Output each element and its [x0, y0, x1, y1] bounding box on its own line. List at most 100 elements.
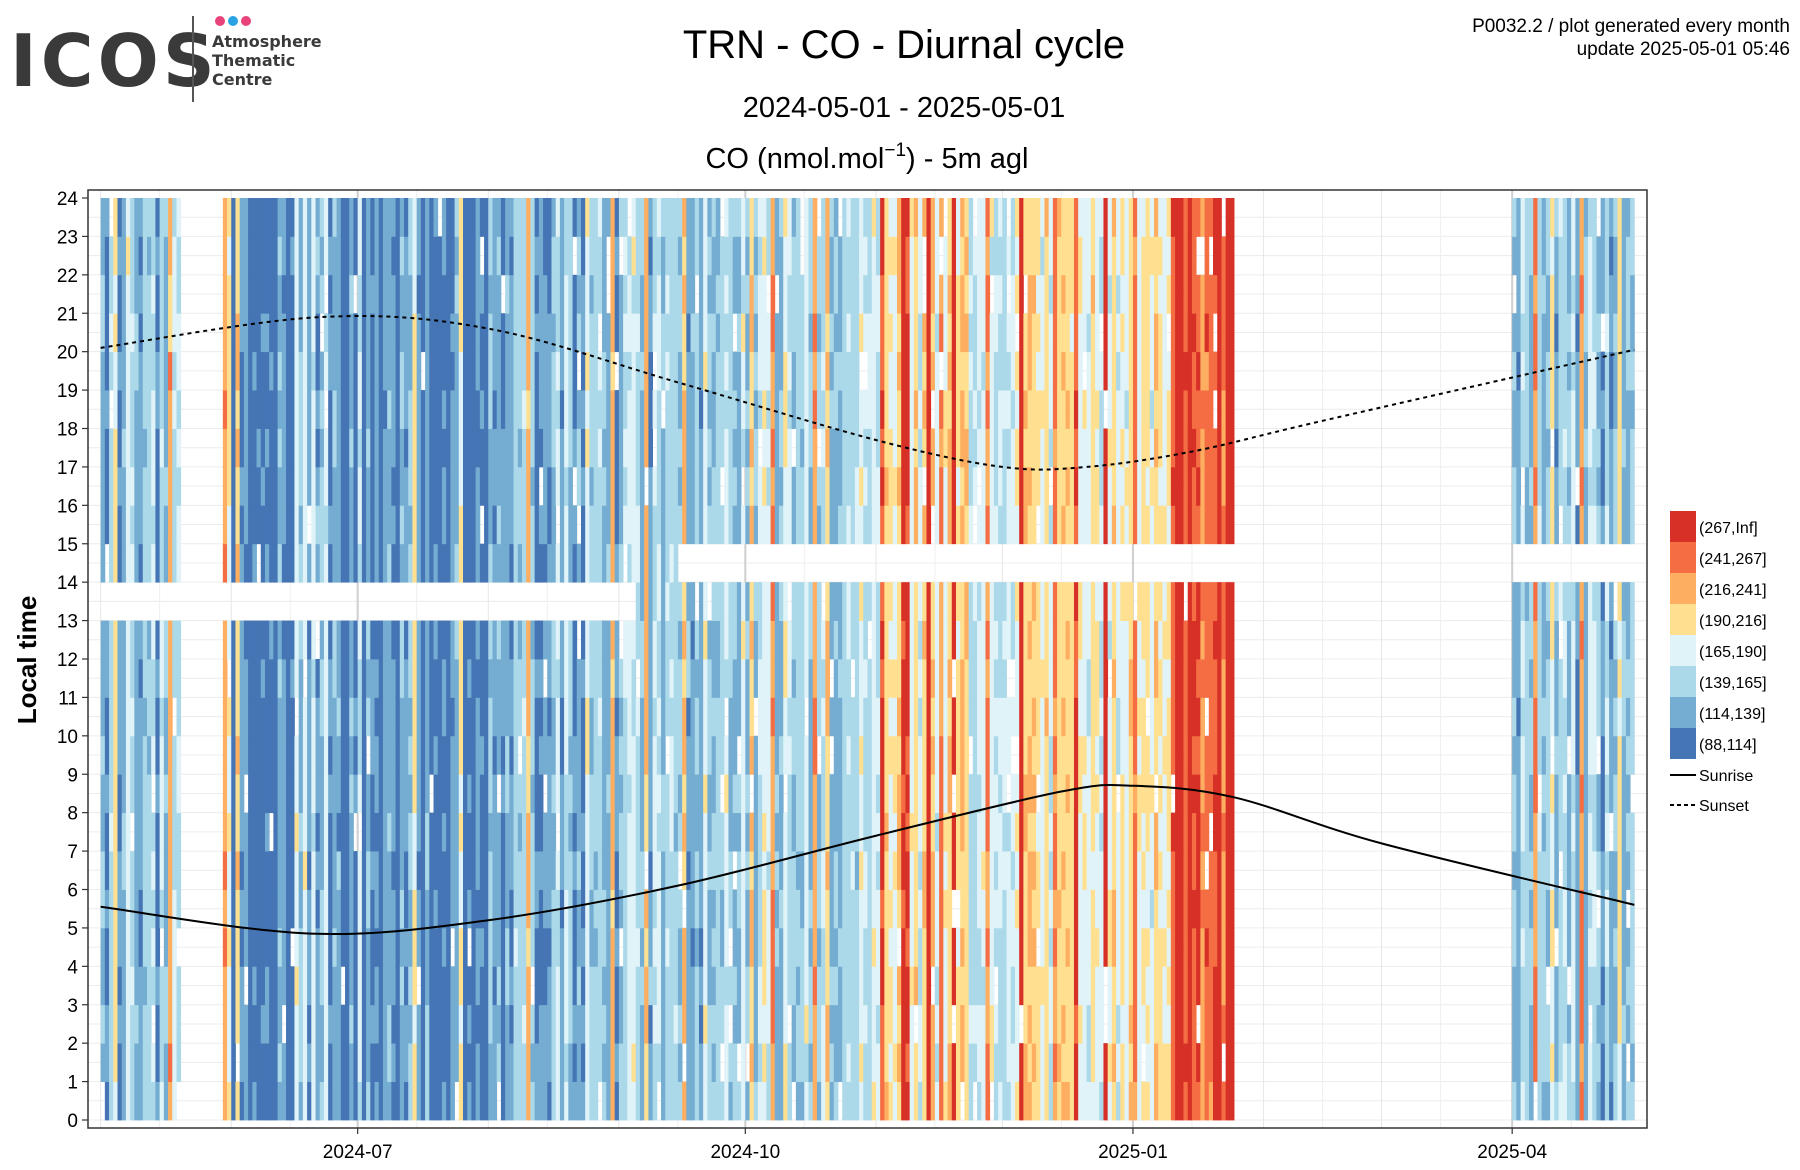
heatmap-cell — [555, 927, 561, 967]
heatmap-cell — [981, 966, 986, 1006]
heatmap-cell — [264, 812, 270, 852]
heatmap-cell — [665, 274, 670, 314]
heatmap-cell — [774, 889, 780, 929]
heatmap-cell — [884, 428, 889, 468]
heatmap-cell — [138, 851, 144, 890]
heatmap-cell — [580, 620, 586, 660]
heatmap-cell — [361, 351, 367, 391]
heatmap-cell — [302, 966, 308, 1006]
heatmap-cell — [534, 351, 540, 391]
heatmap-cell — [281, 966, 287, 1006]
heatmap-cell — [985, 198, 991, 237]
heatmap-cell — [998, 966, 1003, 1006]
heatmap-cell — [715, 966, 721, 1006]
heatmap-cell — [677, 236, 683, 276]
heatmap-cell — [661, 927, 666, 967]
heatmap-cell — [985, 505, 991, 545]
heatmap-cell — [779, 927, 784, 967]
heatmap-cell — [125, 1004, 131, 1044]
heatmap-cell — [913, 236, 919, 276]
heatmap-cell — [602, 313, 607, 353]
heatmap-cell — [939, 735, 944, 775]
heatmap-cell — [757, 390, 763, 429]
heatmap-cell — [142, 927, 148, 967]
heatmap-cell — [357, 466, 363, 506]
heatmap-cell — [239, 966, 245, 1006]
heatmap-cell — [277, 505, 283, 545]
heatmap-cell — [130, 659, 135, 698]
heatmap-cell — [568, 313, 573, 353]
heatmap-cell — [269, 851, 274, 890]
heatmap-cell — [926, 505, 932, 545]
heatmap-cell — [753, 1004, 759, 1044]
heatmap-cell — [711, 390, 717, 429]
heatmap-cell — [441, 1043, 447, 1082]
heatmap-cell — [366, 313, 371, 353]
heatmap-cell — [888, 620, 894, 660]
heatmap-cell — [130, 466, 135, 506]
heatmap-cell — [728, 466, 734, 506]
heatmap-cell — [934, 851, 940, 890]
heatmap-cell — [547, 1043, 552, 1082]
heatmap-cell — [488, 351, 493, 391]
heatmap-cell — [602, 351, 607, 391]
heatmap-cell — [880, 659, 885, 698]
heatmap-cell — [1052, 697, 1058, 737]
heatmap-cell — [943, 1004, 948, 1044]
heatmap-cell — [155, 428, 161, 468]
heatmap-cell — [239, 889, 245, 929]
heatmap-cell — [842, 774, 847, 814]
heatmap-cell — [467, 1081, 472, 1121]
heatmap-cell — [1040, 966, 1045, 1006]
heatmap-cell — [682, 812, 687, 852]
heatmap-cell — [787, 313, 793, 353]
heatmap-cell — [231, 313, 236, 353]
heatmap-cell — [698, 812, 704, 852]
heatmap-cell — [345, 1081, 350, 1121]
heatmap-cell — [113, 697, 118, 737]
heatmap-cell — [433, 313, 439, 353]
heatmap-cell — [610, 620, 616, 660]
heatmap-cell — [985, 697, 991, 737]
heatmap-cell — [374, 659, 380, 698]
heatmap-cell — [673, 966, 679, 1006]
heatmap-cell — [319, 620, 325, 660]
heatmap-cell — [977, 1004, 982, 1044]
heatmap-cell — [146, 735, 152, 775]
heatmap-cell — [686, 774, 691, 814]
heatmap-cell — [138, 236, 144, 276]
heatmap-cell — [741, 428, 746, 468]
heatmap-cell — [534, 812, 540, 852]
heatmap-cell — [694, 1043, 700, 1082]
heatmap-cell — [467, 1004, 472, 1044]
heatmap-cell — [1002, 466, 1007, 506]
heatmap-cell — [471, 812, 477, 852]
heatmap-cell — [1010, 236, 1016, 276]
heatmap-cell — [458, 1004, 464, 1044]
heatmap-cell — [698, 198, 704, 237]
heatmap-cell — [151, 351, 156, 391]
heatmap-cell — [656, 198, 662, 237]
heatmap-cell — [724, 236, 729, 276]
heatmap-cell — [328, 659, 333, 698]
heatmap-cell — [686, 927, 691, 967]
heatmap-cell — [918, 505, 923, 545]
heatmap-cell — [256, 812, 262, 852]
heatmap-cell — [779, 851, 784, 890]
heatmap-cell — [530, 735, 536, 775]
heatmap-cell — [530, 466, 536, 506]
heatmap-cell — [412, 428, 418, 468]
heatmap-cell — [425, 543, 430, 583]
heatmap-cell — [496, 1043, 502, 1082]
heatmap-cell — [669, 659, 675, 698]
heatmap-cell — [707, 351, 712, 391]
heatmap-cell — [269, 351, 274, 391]
heatmap-cell — [530, 236, 536, 276]
heatmap-cell — [918, 351, 923, 391]
heatmap-cell — [357, 1004, 363, 1044]
heatmap-cell — [117, 812, 123, 852]
heatmap-cell — [307, 390, 312, 429]
heatmap-cell — [332, 236, 337, 276]
heatmap-cell — [1052, 735, 1058, 775]
heatmap-cell — [1061, 774, 1066, 814]
